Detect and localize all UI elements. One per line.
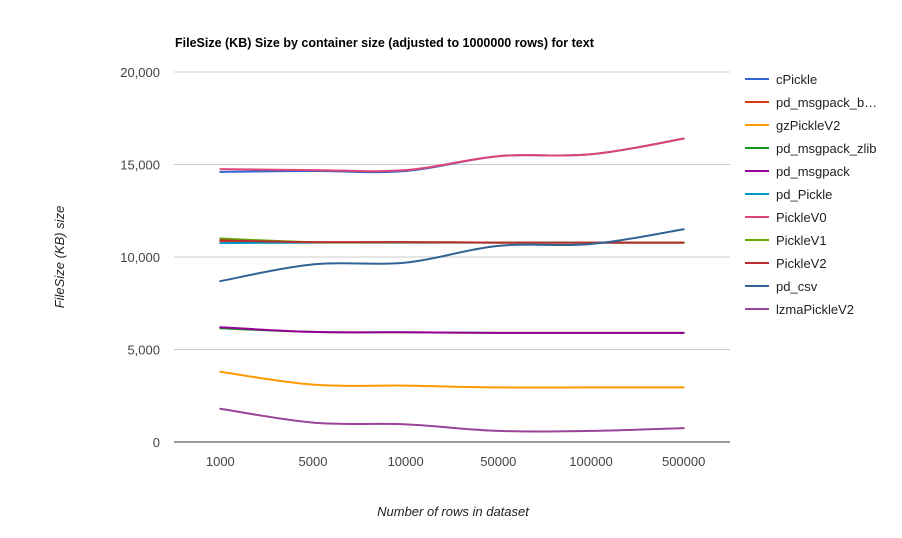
series-line-picklev0 (219, 137, 685, 173)
y-tick-label: 5,000 (127, 343, 160, 358)
x-axis-ticks: 1000 5000 10000 50000 100000 500000 (206, 454, 705, 469)
legend-label: pd_Pickle (776, 187, 832, 202)
x-tick-label: 10000 (388, 454, 424, 469)
x-tick-label: 100000 (569, 454, 612, 469)
legend-item-lzmapicklev2[interactable]: lzmaPickleV2 (745, 302, 854, 317)
x-tick-label: 500000 (662, 454, 705, 469)
legend-label: cPickle (776, 72, 817, 87)
legend-item-picklev0[interactable]: PickleV0 (745, 210, 827, 225)
legend-label: PickleV0 (776, 210, 827, 225)
legend-item-pd-msgpack-zlib[interactable]: pd_msgpack_zlib (745, 141, 876, 156)
y-tick-label: 15,000 (120, 158, 160, 173)
legend-label: PickleV2 (776, 256, 827, 271)
series-line-pd-csv (219, 228, 685, 283)
legend-label: pd_msgpack (776, 164, 850, 179)
x-tick-label: 5000 (299, 454, 328, 469)
legend-label: pd_msgpack_zlib (776, 141, 876, 156)
legend-label: lzmaPickleV2 (776, 302, 854, 317)
legend-item-picklev1[interactable]: PickleV1 (745, 233, 827, 248)
legend-label: pd_msgpack_b… (776, 95, 877, 110)
chart-title: FileSize (KB) Size by container size (ad… (175, 36, 595, 50)
y-tick-label: 20,000 (120, 65, 160, 80)
legend-label: pd_csv (776, 279, 818, 294)
y-axis-ticks: 0 5,000 10,000 15,000 20,000 (120, 65, 160, 450)
legend-item-pd-csv[interactable]: pd_csv (745, 279, 818, 294)
series-line-lzmapicklev2 (219, 407, 685, 433)
x-axis-title: Number of rows in dataset (377, 504, 530, 519)
x-tick-label: 1000 (206, 454, 235, 469)
legend-label: gzPickleV2 (776, 118, 840, 133)
series-lines (219, 137, 685, 433)
legend: cPickle pd_msgpack_b… gzPickleV2 pd_msgpack… (745, 72, 877, 317)
legend-item-pd-msgpack-b[interactable]: pd_msgpack_b… (745, 95, 877, 110)
legend-item-cpickle[interactable]: cPickle (745, 72, 817, 87)
legend-item-picklev2[interactable]: PickleV2 (745, 256, 827, 271)
series-line-pd-msgpack (219, 326, 685, 334)
y-tick-label: 10,000 (120, 250, 160, 265)
series-line-gzpicklev2 (219, 370, 685, 389)
legend-label: PickleV1 (776, 233, 827, 248)
y-axis-title: FileSize (KB) size (52, 206, 67, 309)
x-tick-label: 50000 (480, 454, 516, 469)
legend-item-gzpicklev2[interactable]: gzPickleV2 (745, 118, 840, 133)
legend-item-pd-pickle[interactable]: pd_Pickle (745, 187, 832, 202)
legend-item-pd-msgpack[interactable]: pd_msgpack (745, 164, 850, 179)
gridlines (174, 71, 730, 443)
series-line-cpickle (219, 137, 685, 174)
y-tick-label: 0 (153, 435, 160, 450)
